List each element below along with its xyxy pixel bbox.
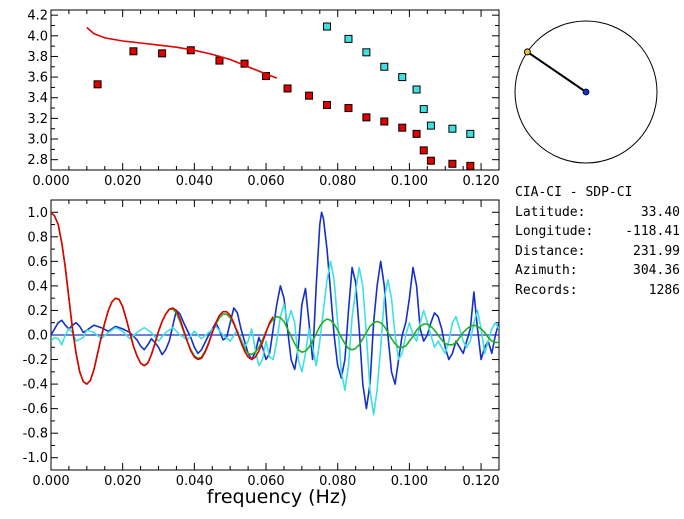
red-data-point [380,117,389,126]
red-data-point [448,159,457,168]
info-label: Latitude: [515,204,586,220]
y-tick-label: -0.4 [23,378,48,393]
y-tick-label: -0.6 [23,402,48,417]
cyan-data-point [412,85,421,94]
info-value: 304.36 [633,263,680,278]
info-row-distance: Distance: 231.99 [515,242,680,262]
red-trace [51,211,274,385]
info-row-latitude: Latitude: 33.40 [515,203,680,223]
x-tick-label: 0.060 [247,474,284,489]
y-tick-label: 3.6 [27,71,48,86]
y-tick-label: 1.0 [27,206,48,221]
station-info-panel: CIA-CI - SDP-CI Latitude: 33.40 Longitud… [515,183,680,300]
info-label: Records: [515,282,578,298]
y-tick-label: 3.8 [27,50,48,65]
info-value: 33.40 [640,204,680,220]
needle-tip-marker [523,48,531,56]
correlation-chart: 0.000 0.020 0.040 0.060 0.080 0.100 0.120 1.0 0.… [23,199,500,489]
y-tick-label: 3.4 [27,91,48,106]
info-row-longitude: Longitude: -118.41 [515,222,680,242]
red-data-point [344,104,353,113]
red-data-point [158,49,167,58]
y-tick-label: 3.0 [27,133,48,148]
info-value: -118.41 [625,224,680,239]
x-axis-label: frequency (Hz) [207,486,347,508]
y-tick-label: 0.8 [27,230,48,245]
y-tick-label: 3.2 [27,112,48,127]
y-tick-label: 2.8 [27,153,48,168]
cyan-data-point [466,129,475,138]
info-label: Distance: [515,243,586,259]
azimuth-needle [526,51,587,93]
cyan-data-point [448,124,457,133]
y-tick-label: 0.4 [27,279,48,294]
station-pair-title: CIA-CI - SDP-CI [515,183,680,203]
cyan-data-point [380,62,389,71]
x-tick-label: 0.080 [319,474,356,489]
x-tick-label: 0.120 [462,474,499,489]
dial-center-marker [582,88,590,96]
cyan-data-point [419,105,428,114]
green-trace [51,211,499,385]
cyan-data-point [362,48,371,57]
y-tick-label: 0.6 [27,255,48,270]
red-data-point [419,146,428,155]
info-label: Longitude: [515,224,594,239]
x-tick-label: 0.000 [32,474,69,489]
x-tick-label: 0.080 [319,174,356,189]
red-data-point [426,156,435,165]
red-data-point [412,129,421,138]
x-tick-label: 0.060 [247,174,284,189]
y-tick-label: 0.0 [27,329,48,344]
plot-area [51,211,499,416]
x-tick-label: 0.020 [104,174,141,189]
info-row-azimuth: Azimuth: 304.36 [515,261,680,281]
dispersion-curve [86,26,278,79]
info-label: Azimuth: [515,263,578,278]
y-tick-label: 4.0 [27,29,48,44]
y-tick-label: 4.2 [27,9,48,24]
x-tick-label: 0.040 [176,174,213,189]
dial-circle [514,20,658,164]
y-tick-label: -1.0 [23,451,48,466]
station-pair-label: CIA-CI - SDP-CI [515,185,633,200]
x-tick-label: 0.020 [104,474,141,489]
x-tick-label: 0.120 [462,174,499,189]
cyan-data-point [344,34,353,43]
x-tick-label: 0.100 [391,174,428,189]
azimuth-dial [514,20,658,164]
red-data-point [305,91,314,100]
y-tick-label: -0.2 [23,353,48,368]
cyan-trace [51,260,499,416]
plot-area [86,22,475,170]
info-row-records: Records: 1286 [515,281,680,301]
x-tick-label: 0.040 [176,474,213,489]
cyan-data-point [322,22,331,31]
cyan-data-point [398,73,407,82]
red-data-point [129,47,138,56]
red-data-point [215,56,224,65]
red-data-point [398,123,407,132]
red-data-point [362,113,371,122]
y-tick-label: 0.2 [27,304,48,319]
red-data-point [322,100,331,109]
red-data-point [283,84,292,93]
info-value: 231.99 [633,243,680,259]
y-tick-label: -0.8 [23,427,48,442]
info-value: 1286 [648,282,680,298]
red-data-point [466,161,475,170]
dispersion-chart: 0.000 0.020 0.040 0.060 0.080 0.100 0.120 2.8 3.… [27,9,499,189]
plot-frame [50,9,500,171]
blue-trace [51,211,499,410]
x-tick-label: 0.100 [391,474,428,489]
cyan-data-point [426,121,435,130]
red-data-point [93,80,102,89]
x-tick-label: 0.000 [32,174,69,189]
